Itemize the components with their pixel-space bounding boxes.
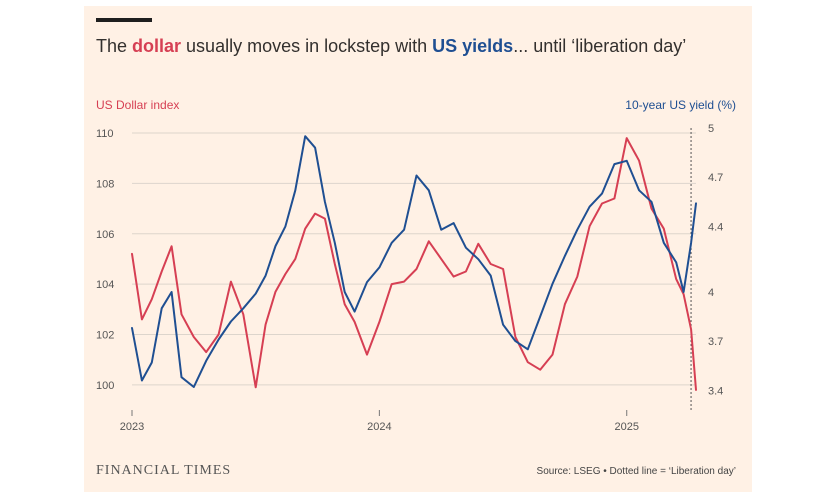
right-tick-label: 4.7 <box>708 172 723 184</box>
left-tick-label: 108 <box>96 178 114 190</box>
grid <box>131 128 696 416</box>
right-tick-label: 3.4 <box>708 385 723 397</box>
title-dollar-word: dollar <box>132 36 182 56</box>
top-rule <box>96 18 152 22</box>
line-chart: 100 102 104 106 108 110 3.4 3.7 4 4.4 4.7 5 2023 2024… <box>96 123 723 433</box>
title-prefix: The <box>96 36 133 56</box>
left-tick-label: 110 <box>96 128 114 140</box>
title-middle: usually moves in lockstep with <box>181 36 433 56</box>
source-note: Source: LSEG • Dotted line = ‘Liberation… <box>536 466 736 477</box>
right-tick-label: 3.7 <box>708 336 723 348</box>
left-axis-title: US Dollar index <box>96 98 180 112</box>
x-tick-label: 2024 <box>367 421 391 433</box>
x-tick-label: 2023 <box>120 421 144 433</box>
title-yields-word: US yields <box>432 36 514 56</box>
brand-logo: FINANCIAL TIMES <box>96 463 232 478</box>
right-axis-title: 10-year US yield (%) <box>625 98 736 112</box>
usd-index-series-line <box>131 137 697 391</box>
left-tick-label: 100 <box>96 380 114 392</box>
tick-labels: 100 102 104 106 108 110 3.4 3.7 4 4.4 4.7 5 2023 2024… <box>96 123 723 433</box>
chart-panel <box>84 6 752 492</box>
x-tick-label: 2025 <box>614 421 638 433</box>
left-tick-label: 102 <box>96 329 114 341</box>
chart-title: The dollar usually moves in lockstep wit… <box>96 34 726 58</box>
title-suffix: ... until ‘liberation day’ <box>513 36 687 56</box>
right-tick-label: 4 <box>708 287 714 299</box>
left-tick-label: 104 <box>96 279 114 291</box>
series-layer <box>131 135 697 391</box>
right-tick-label: 4.4 <box>708 221 723 233</box>
left-tick-label: 106 <box>96 229 114 241</box>
right-tick-label: 5 <box>708 123 714 135</box>
us-yield-series-line <box>131 135 697 388</box>
